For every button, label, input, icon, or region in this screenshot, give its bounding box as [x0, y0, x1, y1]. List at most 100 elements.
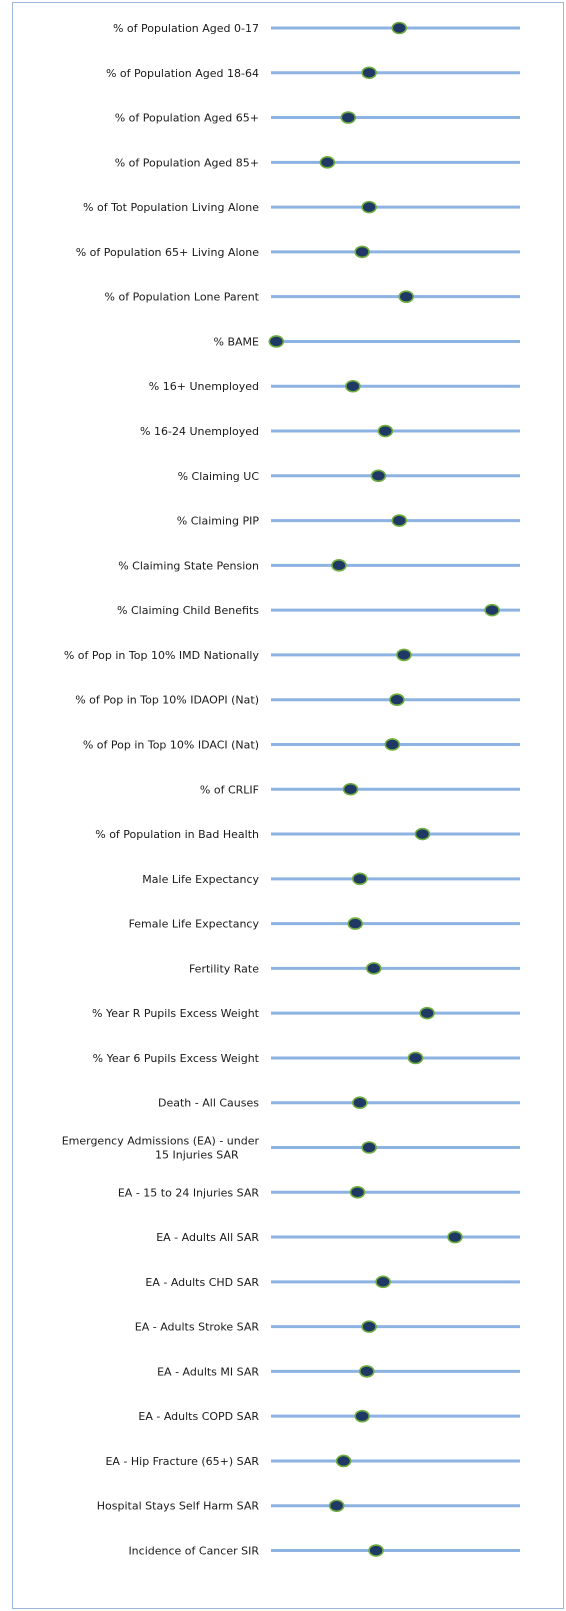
chart-row: Incidence of Cancer SIR — [128, 1544, 520, 1558]
data-point — [377, 424, 394, 438]
chart-row: % of Population Lone Parent — [105, 290, 520, 304]
chart-row: % Year R Pupils Excess Weight — [92, 1006, 520, 1020]
chart-row: % 16+ Unemployed — [149, 379, 520, 393]
data-point — [354, 1409, 370, 1423]
category-label: Fertility Rate — [189, 962, 259, 975]
chart-row: % Claiming PIP — [177, 514, 520, 528]
category-label: % of Population Aged 85+ — [115, 156, 259, 169]
chart-row: % of Population Aged 18-64 — [106, 66, 520, 80]
category-label: % Claiming PIP — [177, 515, 260, 528]
data-point — [342, 782, 359, 796]
data-point — [361, 1320, 377, 1333]
chart-row: Death - All Causes — [158, 1096, 520, 1110]
data-point — [407, 1051, 424, 1065]
category-label: EA - Adults MI SAR — [157, 1365, 259, 1378]
data-point — [414, 827, 431, 841]
data-point — [345, 379, 361, 393]
data-point — [361, 66, 377, 80]
data-point — [419, 1006, 435, 1020]
data-point — [375, 1275, 391, 1289]
category-label: Incidence of Cancer SIR — [128, 1545, 259, 1558]
chart-frame: % of Population Aged 0-17 % of Population… — [12, 2, 564, 1609]
data-point — [447, 1230, 463, 1244]
category-label: Hospital Stays Self Harm SAR — [97, 1500, 260, 1513]
data-point — [384, 738, 401, 751]
data-point — [331, 559, 347, 572]
data-point — [370, 469, 387, 483]
chart-row: % Claiming Child Benefits — [117, 603, 520, 617]
data-point — [328, 1499, 345, 1513]
category-label: % of Pop in Top 10% IMD Nationally — [64, 649, 260, 662]
data-point — [358, 1365, 375, 1378]
chart-row: % of Pop in Top 10% IDAOPI (Nat) — [75, 693, 520, 707]
category-label: % 16+ Unemployed — [149, 380, 259, 393]
category-label: % of Population Lone Parent — [105, 291, 260, 304]
data-point — [268, 335, 285, 348]
category-label: % of Population 65+ Living Alone — [76, 246, 260, 259]
data-point — [352, 872, 368, 886]
category-label: % of Population in Bad Health — [95, 828, 259, 841]
chart-row: EA - Adults All SAR — [156, 1230, 520, 1244]
chart-row: % of CRLIF — [200, 782, 520, 796]
category-label: EA - Adults COPD SAR — [138, 1410, 259, 1423]
chart-row: % 16-24 Unemployed — [140, 424, 520, 438]
chart-row: % BAME — [214, 335, 520, 348]
category-label: % Claiming UC — [178, 470, 260, 483]
category-label: % of Tot Population Living Alone — [83, 201, 259, 214]
data-point — [484, 603, 500, 617]
chart-row: % of Population 65+ Living Alone — [76, 245, 520, 259]
category-label: Male Life Expectancy — [142, 873, 259, 886]
category-label: EA - 15 to 24 Injuries SAR — [118, 1186, 259, 1199]
category-label: % Year 6 Pupils Excess Weight — [93, 1052, 260, 1065]
chart-row: Female Life Expectancy — [129, 917, 520, 931]
category-label: % of Population Aged 18-64 — [106, 67, 259, 80]
data-point — [389, 693, 405, 707]
category-label: EA - Adults Stroke SAR — [135, 1321, 260, 1334]
category-label: % of Pop in Top 10% IDACI (Nat) — [83, 738, 259, 751]
data-point — [347, 917, 364, 930]
chart-row: EA - Adults Stroke SAR — [135, 1320, 520, 1334]
data-point — [352, 1096, 368, 1110]
category-label: % 16-24 Unemployed — [140, 425, 259, 438]
data-point — [361, 1141, 377, 1154]
chart-row: EA - Adults COPD SAR — [138, 1409, 520, 1423]
chart-row: EA - 15 to 24 Injuries SAR — [118, 1185, 520, 1199]
chart-row: % of Tot Population Living Alone — [83, 200, 520, 214]
category-label: EA - Hip Fracture (65+) SAR — [105, 1455, 259, 1468]
chart-row: Hospital Stays Self Harm SAR — [97, 1499, 520, 1513]
data-point — [391, 514, 408, 527]
data-point — [340, 111, 357, 124]
category-label: Emergency Admissions (EA) - under — [62, 1135, 260, 1148]
category-label: % Claiming State Pension — [118, 559, 259, 572]
category-label: % of Population Aged 65+ — [115, 112, 259, 125]
chart-row: % of Population Aged 65+ — [115, 111, 520, 125]
chart-row: EA - Adults CHD SAR — [145, 1275, 520, 1289]
chart-row: Male Life Expectancy — [142, 872, 520, 886]
chart-row: % of Population in Bad Health — [95, 827, 520, 841]
category-label: % of CRLIF — [200, 783, 259, 796]
chart-row: EA - Adults MI SAR — [157, 1365, 520, 1378]
category-label: % of Population Aged 0-17 — [113, 22, 259, 35]
data-point — [361, 200, 377, 214]
category-label: Death - All Causes — [158, 1097, 259, 1110]
chart-row: EA - Hip Fracture (65+) SAR — [105, 1454, 520, 1468]
category-label: % Year R Pupils Excess Weight — [92, 1007, 260, 1020]
data-point — [365, 962, 382, 975]
chart-row: Fertility Rate — [189, 962, 520, 975]
category-label: 15 Injuries SAR — [155, 1149, 239, 1162]
chart-row: % of Population Aged 0-17 — [113, 21, 520, 35]
category-label: % of Pop in Top 10% IDAOPI (Nat) — [75, 694, 259, 707]
chart-row: % Claiming State Pension — [118, 559, 520, 572]
chart-row: % of Pop in Top 10% IMD Nationally — [64, 648, 520, 662]
category-label: EA - Adults All SAR — [156, 1231, 259, 1244]
category-label: % BAME — [214, 335, 260, 348]
chart-row: % of Pop in Top 10% IDACI (Nat) — [83, 738, 520, 751]
data-point — [354, 245, 370, 259]
category-label: Female Life Expectancy — [129, 918, 260, 931]
data-point — [319, 156, 336, 169]
dot-plot-chart: % of Population Aged 0-17 % of Population… — [62, 21, 520, 1558]
chart-row: % of Population Aged 85+ — [115, 156, 520, 169]
chart-row: % Claiming UC — [178, 469, 520, 483]
data-point — [391, 21, 408, 35]
